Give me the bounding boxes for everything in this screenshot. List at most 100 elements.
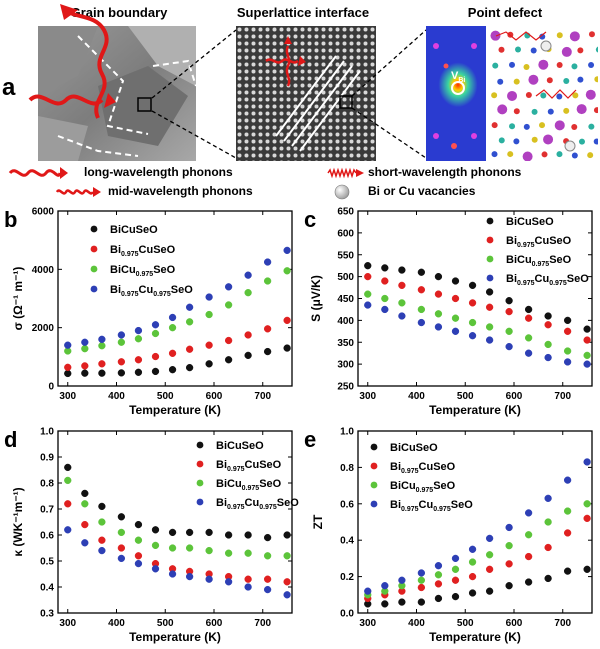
y-axis-title: S (μV/K)	[309, 275, 323, 322]
data-point-series-1	[283, 531, 291, 539]
y-tick-label: 0.4	[340, 536, 354, 547]
legend-marker-1	[486, 217, 494, 225]
data-point-series-3	[524, 531, 533, 539]
data-point-series-4	[283, 591, 291, 599]
data-point-series-2	[224, 336, 233, 345]
data-point-series-3	[524, 334, 533, 342]
x-tick-label: 700	[554, 391, 571, 402]
data-point-series-3	[451, 314, 460, 322]
legend-label-1: BiCuSeO	[506, 216, 554, 228]
data-point-series-2	[451, 294, 460, 303]
data-point-series-2	[244, 575, 252, 583]
data-point-series-3	[583, 351, 591, 360]
data-point-series-1	[117, 369, 126, 377]
data-point-series-4	[283, 246, 291, 255]
data-point-series-1	[563, 316, 572, 325]
y-tick-label: 350	[337, 338, 354, 349]
data-point-series-4	[544, 494, 552, 502]
data-point-series-1	[381, 600, 389, 608]
x-tick-label: 500	[457, 391, 474, 402]
data-point-series-4	[64, 341, 72, 349]
data-point-series-2	[505, 560, 513, 568]
data-point-series-4	[398, 312, 406, 320]
title-grain-boundary: Grain boundary	[70, 5, 168, 20]
y-tick-label: 0.9	[40, 453, 54, 464]
data-point-series-1	[544, 574, 552, 583]
legend-label-3: BiCu0.975SeO	[390, 480, 456, 494]
y-tick-label: 300	[337, 360, 354, 371]
data-point-series-2	[263, 325, 272, 333]
data-point-series-3	[224, 301, 233, 309]
data-point-series-2	[468, 572, 477, 581]
data-point-series-3	[451, 565, 460, 573]
legend-label-1: BiCuSeO	[110, 224, 158, 236]
data-point-series-4	[398, 576, 406, 584]
legend-label-2: Bi0.975CuSeO	[506, 235, 572, 249]
data-point-series-2	[524, 552, 533, 561]
long-wavelength-icon	[8, 167, 68, 179]
short-wavelength-icon	[327, 167, 364, 179]
data-point-series-1	[151, 367, 160, 376]
x-tick-label: 600	[206, 391, 223, 402]
x-tick-label: 300	[359, 618, 376, 629]
data-point-series-4	[544, 353, 552, 362]
data-point-series-1	[81, 369, 89, 377]
legend-marker-3	[370, 481, 378, 489]
data-point-series-4	[485, 534, 494, 543]
long-wavelength-phonon-arrows	[28, 4, 116, 119]
legend-label-1: BiCuSeO	[390, 442, 438, 454]
data-point-series-1	[117, 513, 126, 521]
plot-frame	[357, 430, 593, 614]
legend-mid-wavelength: mid-wavelength phonons	[108, 184, 253, 198]
plot-frame	[57, 430, 293, 614]
data-point-series-1	[524, 578, 533, 586]
y-tick-label: 1.0	[340, 427, 354, 438]
data-point-series-2	[134, 552, 143, 560]
legend-label-2: Bi0.975CuSeO	[110, 244, 176, 258]
data-point-series-4	[134, 559, 143, 568]
y-tick-label: 0.6	[40, 531, 54, 542]
data-point-series-4	[417, 318, 426, 327]
data-point-series-4	[417, 569, 426, 577]
x-tick-label: 300	[59, 618, 76, 629]
data-point-series-2	[417, 583, 426, 592]
panel-letter-b: b	[4, 207, 17, 232]
x-tick-label: 400	[408, 391, 425, 402]
superlattice-image	[236, 26, 376, 161]
phonon-legend: long-wavelength phonons mid-wavelength p…	[0, 163, 600, 201]
data-point-series-3	[185, 544, 194, 552]
data-point-series-3	[283, 267, 291, 275]
data-point-series-4	[64, 526, 72, 534]
data-point-series-4	[81, 338, 89, 346]
data-point-series-4	[505, 523, 513, 532]
data-point-series-3	[151, 541, 160, 550]
data-point-series-4	[563, 358, 572, 366]
data-point-series-4	[117, 554, 126, 563]
y-tick-label: 450	[337, 294, 354, 305]
y-tick-label: 2000	[32, 323, 55, 334]
data-point-series-3	[168, 544, 177, 552]
panel-letter-a: a	[2, 74, 16, 101]
data-point-series-3	[417, 305, 426, 314]
data-point-series-4	[81, 539, 89, 547]
data-point-series-4	[244, 271, 252, 279]
title-point-defect: Point defect	[467, 5, 543, 20]
data-point-series-2	[434, 580, 443, 588]
data-point-series-4	[224, 283, 233, 291]
data-point-series-1	[185, 363, 194, 372]
legend-marker-1	[370, 443, 378, 451]
data-point-series-2	[244, 331, 252, 339]
x-tick-label: 500	[457, 618, 474, 629]
data-point-series-4	[244, 583, 252, 591]
y-axis-title: ZT	[311, 514, 325, 529]
legend-marker-3	[196, 479, 204, 487]
x-tick-label: 600	[506, 391, 523, 402]
legend-label-2: Bi0.975CuSeO	[216, 459, 282, 473]
legend-marker-4	[90, 285, 98, 293]
data-point-series-1	[485, 288, 494, 296]
y-tick-label: 6000	[32, 207, 55, 218]
data-point-series-2	[524, 314, 533, 322]
x-axis-title: Temperature (K)	[129, 403, 221, 417]
x-tick-label: 600	[506, 618, 523, 629]
data-point-series-1	[583, 325, 591, 333]
